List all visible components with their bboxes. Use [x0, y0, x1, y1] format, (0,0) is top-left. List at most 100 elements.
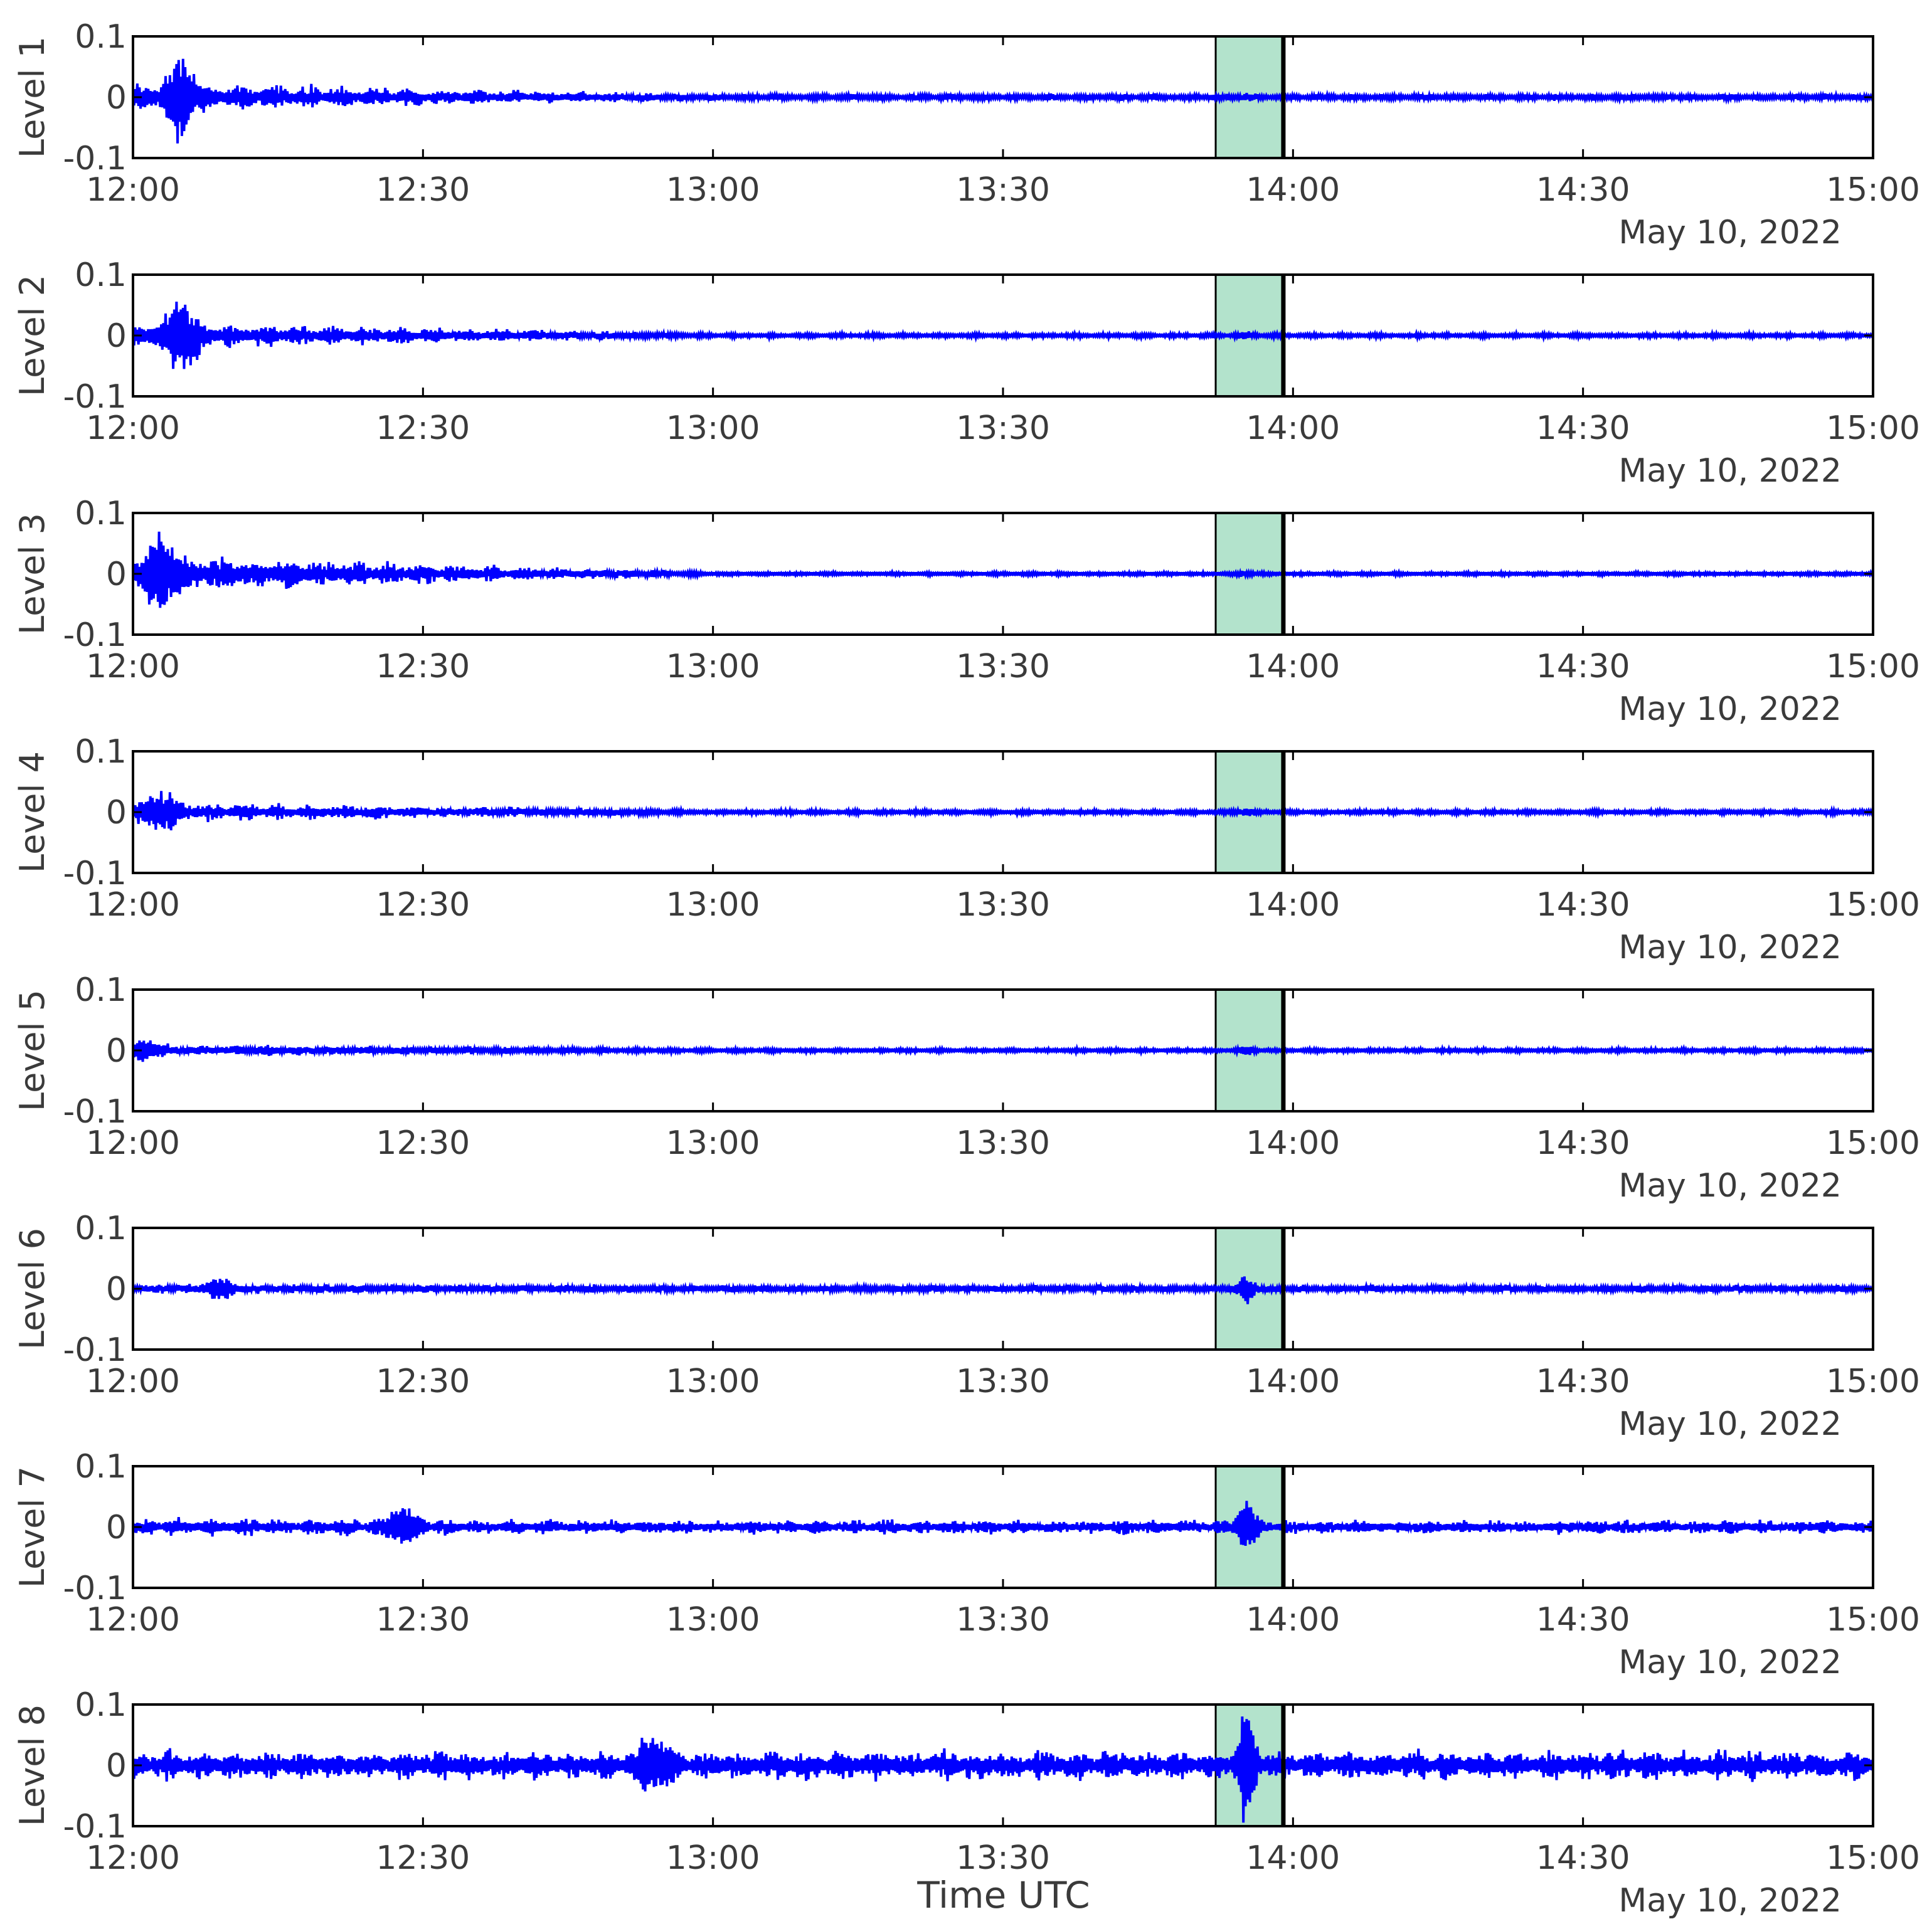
x-tick-label: 13:30	[956, 1363, 1050, 1400]
y-tick-label: 0.1	[75, 1686, 127, 1724]
x-tick-label: 14:00	[1246, 1601, 1340, 1639]
panel-5: 12:00 12:30 13:00 13:30 14:00 14:30 15:00 May 1…	[13, 971, 1920, 1205]
date-label: May 10, 2022	[1618, 1405, 1842, 1443]
x-tick-label: 13:30	[956, 1124, 1050, 1162]
panel-label: Level 4	[13, 751, 52, 873]
y-tick-label: -0.1	[63, 140, 127, 177]
x-tick-label: 14:00	[1246, 648, 1340, 685]
x-tick-label: 13:30	[956, 1601, 1050, 1639]
x-tick-label: 15:00	[1826, 1601, 1920, 1639]
y-tick-label: 0	[106, 317, 127, 355]
x-tick-label: 13:30	[956, 886, 1050, 924]
x-tick-label: 15:00	[1826, 886, 1920, 924]
x-tick-label: 12:30	[376, 886, 470, 924]
x-tick-label: 14:30	[1536, 1363, 1630, 1400]
x-tick-label: 14:00	[1246, 1124, 1340, 1162]
date-label: May 10, 2022	[1618, 1167, 1842, 1205]
y-tick-label: -0.1	[63, 378, 127, 416]
y-tick-label: 0	[106, 1509, 127, 1546]
panel-1: 12:00 12:30 13:00 13:30 14:00 14:30 15:00 May 1…	[13, 18, 1920, 251]
y-tick-label: 0	[106, 1032, 127, 1070]
date-label: May 10, 2022	[1618, 452, 1842, 490]
x-tick-label: 13:00	[666, 171, 760, 209]
x-axis-label: Time UTC	[916, 1874, 1090, 1916]
y-tick-label: 0	[106, 794, 127, 832]
y-tick-label: -0.1	[63, 616, 127, 654]
x-tick-label: 13:00	[666, 1363, 760, 1400]
panel-label: Level 6	[13, 1228, 52, 1350]
x-tick-label: 15:00	[1826, 1363, 1920, 1400]
x-tick-label: 15:00	[1826, 410, 1920, 447]
y-tick-label: 0.1	[75, 256, 127, 294]
x-tick-label: 14:30	[1536, 410, 1630, 447]
x-tick-label: 12:00	[86, 410, 180, 447]
x-tick-label: 14:30	[1536, 1601, 1630, 1639]
y-tick-label: 0.1	[75, 971, 127, 1009]
panel-7: 12:00 12:30 13:00 13:30 14:00 14:30 15:00 May 1…	[13, 1448, 1920, 1681]
x-tick-label: 12:00	[86, 886, 180, 924]
panel-label: Level 8	[13, 1705, 52, 1826]
x-tick-label: 13:30	[956, 410, 1050, 447]
x-tick-label: 14:30	[1536, 1839, 1630, 1877]
panel-8: 12:00 12:30 13:00 13:30 14:00 14:30 15:00 May 1…	[13, 1686, 1920, 1920]
x-tick-label: 14:30	[1536, 648, 1630, 685]
x-tick-label: 13:30	[956, 1839, 1050, 1877]
x-tick-label: 15:00	[1826, 1124, 1920, 1162]
x-tick-label: 12:00	[86, 1839, 180, 1877]
x-tick-label: 13:00	[666, 1601, 760, 1639]
x-tick-label: 14:00	[1246, 1839, 1340, 1877]
x-tick-label: 14:00	[1246, 1363, 1340, 1400]
y-tick-label: -0.1	[63, 1093, 127, 1131]
x-tick-label: 13:00	[666, 410, 760, 447]
x-tick-label: 14:00	[1246, 886, 1340, 924]
x-tick-label: 15:00	[1826, 648, 1920, 685]
x-tick-label: 13:30	[956, 648, 1050, 685]
y-tick-label: 0	[106, 79, 127, 117]
x-tick-label: 12:00	[86, 1363, 180, 1400]
panel-4: 12:00 12:30 13:00 13:30 14:00 14:30 15:00 May 1…	[13, 733, 1920, 966]
y-tick-label: -0.1	[63, 1570, 127, 1607]
y-tick-label: 0	[106, 1747, 127, 1785]
y-tick-label: -0.1	[63, 855, 127, 892]
x-tick-label: 12:30	[376, 1363, 470, 1400]
x-tick-label: 14:00	[1246, 171, 1340, 209]
x-tick-label: 15:00	[1826, 171, 1920, 209]
date-label: May 10, 2022	[1618, 214, 1842, 251]
x-tick-label: 12:00	[86, 1124, 180, 1162]
y-tick-label: 0	[106, 556, 127, 593]
panel-3: 12:00 12:30 13:00 13:30 14:00 14:30 15:00 May 1…	[13, 495, 1920, 728]
x-tick-label: 12:00	[86, 1601, 180, 1639]
x-tick-label: 12:00	[86, 171, 180, 209]
x-tick-label: 13:00	[666, 886, 760, 924]
x-tick-label: 13:30	[956, 171, 1050, 209]
date-label: May 10, 2022	[1618, 1882, 1842, 1920]
x-tick-label: 14:30	[1536, 1124, 1630, 1162]
x-tick-label: 12:30	[376, 410, 470, 447]
y-tick-label: -0.1	[63, 1808, 127, 1846]
panel-label: Level 7	[13, 1466, 52, 1588]
date-label: May 10, 2022	[1618, 690, 1842, 728]
date-label: May 10, 2022	[1618, 929, 1842, 966]
panel-label: Level 2	[13, 275, 52, 396]
y-tick-label: -0.1	[63, 1331, 127, 1369]
panel-label: Level 5	[13, 990, 52, 1111]
x-tick-label: 13:00	[666, 1839, 760, 1877]
panel-2: 12:00 12:30 13:00 13:30 14:00 14:30 15:00 May 1…	[13, 256, 1920, 490]
date-label: May 10, 2022	[1618, 1644, 1842, 1681]
y-tick-label: 0.1	[75, 733, 127, 771]
x-tick-label: 12:00	[86, 648, 180, 685]
x-tick-label: 12:30	[376, 1124, 470, 1162]
y-tick-label: 0.1	[75, 18, 127, 56]
panel-label: Level 3	[13, 513, 52, 635]
x-tick-label: 12:30	[376, 648, 470, 685]
x-tick-label: 12:30	[376, 1839, 470, 1877]
y-tick-label: 0.1	[75, 1448, 127, 1486]
x-tick-label: 14:30	[1536, 171, 1630, 209]
y-tick-label: 0.1	[75, 1210, 127, 1247]
x-tick-label: 12:30	[376, 1601, 470, 1639]
x-tick-label: 15:00	[1826, 1839, 1920, 1877]
x-tick-label: 14:00	[1246, 410, 1340, 447]
x-tick-label: 13:00	[666, 1124, 760, 1162]
y-tick-label: 0	[106, 1271, 127, 1308]
